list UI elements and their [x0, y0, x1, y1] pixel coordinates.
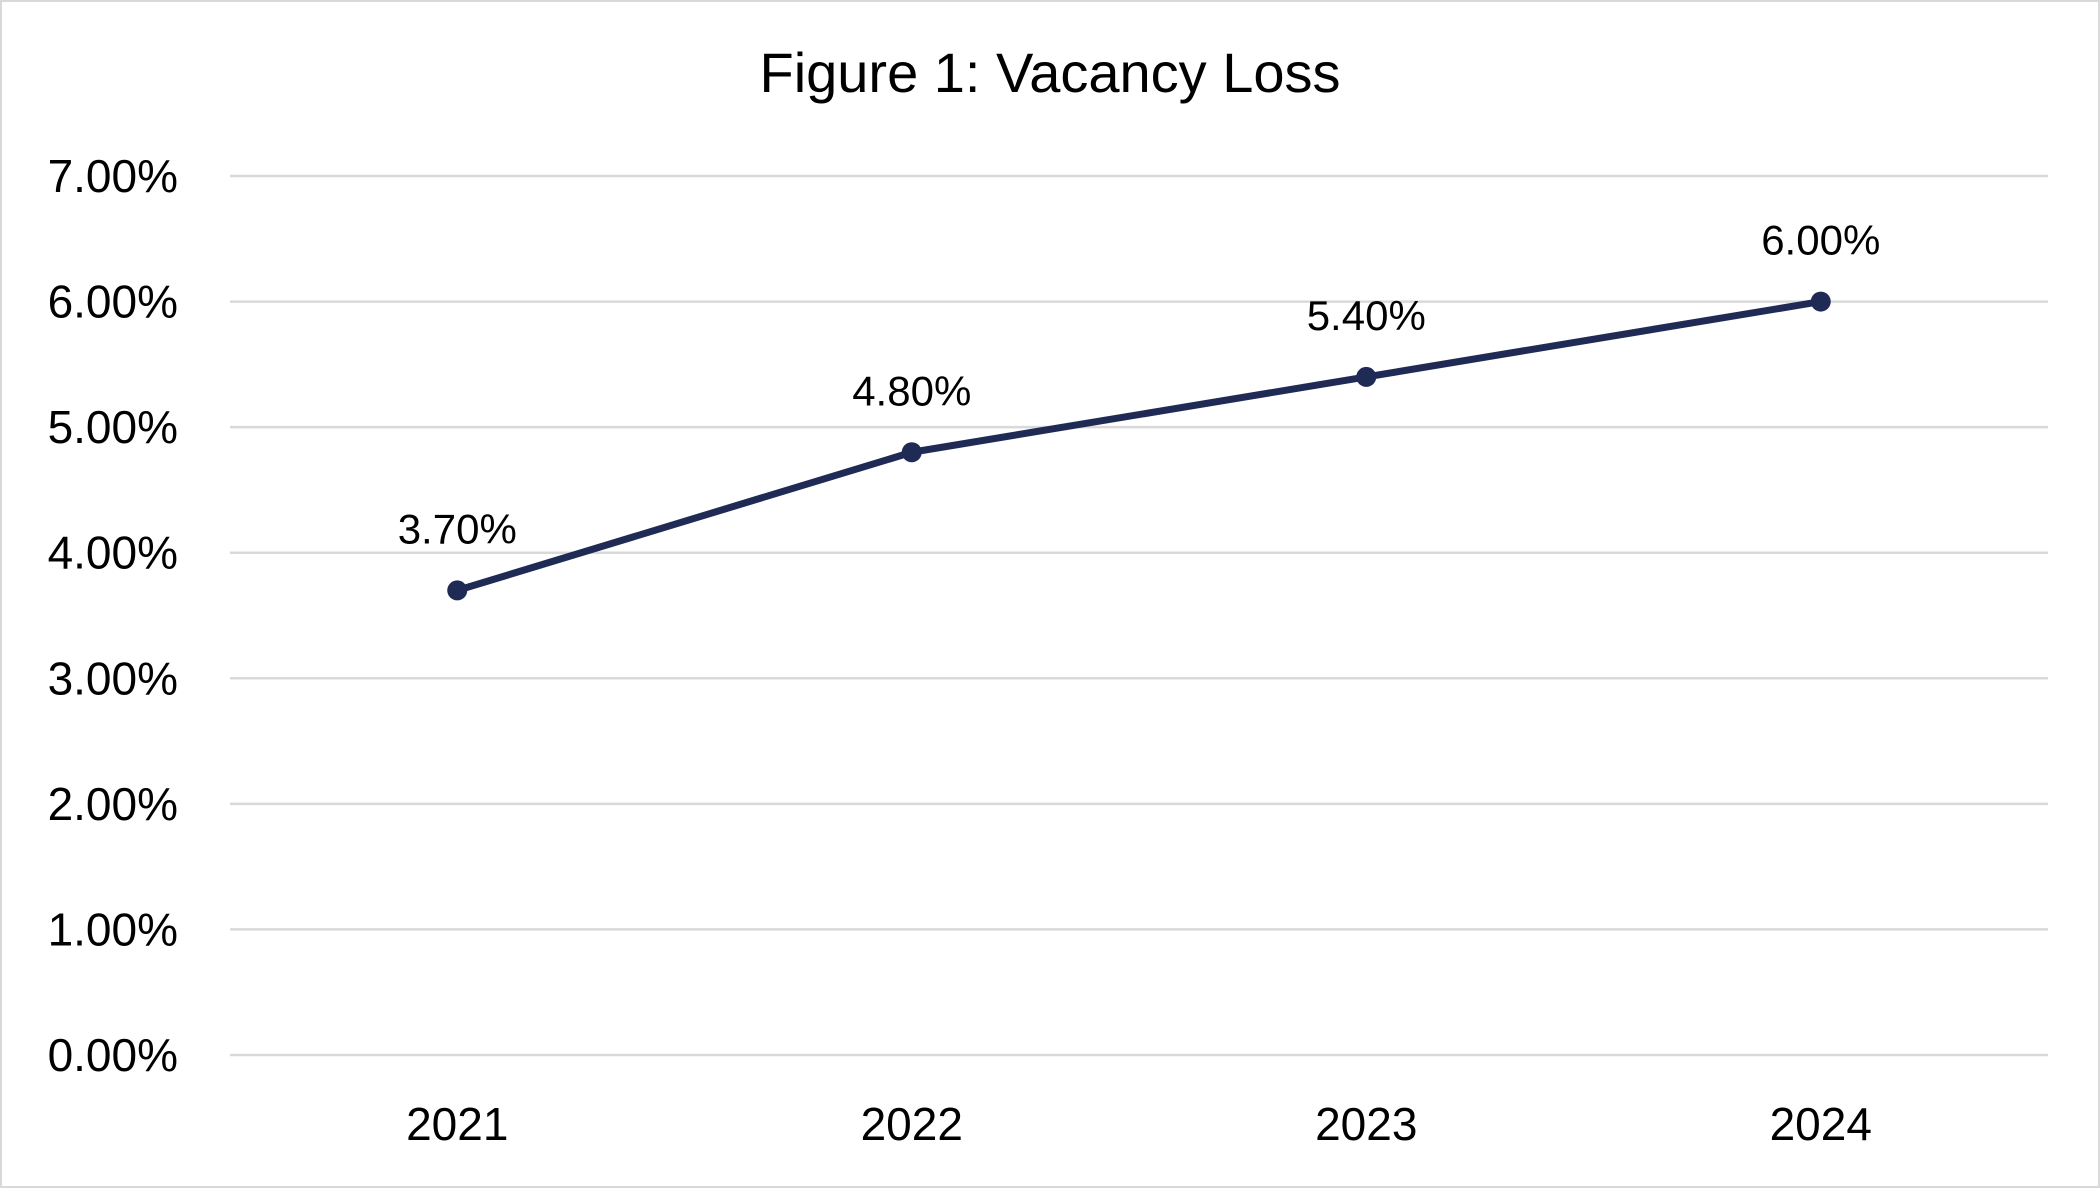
x-axis-ticks: 2021 2022 2023 2024 [406, 1098, 1872, 1150]
data-label: 3.70% [398, 505, 517, 552]
y-tick-label: 2.00% [48, 778, 178, 830]
x-tick-label: 2021 [406, 1098, 508, 1150]
y-tick-label: 4.00% [48, 527, 178, 579]
y-tick-label: 3.00% [48, 652, 178, 704]
chart-title: Figure 1: Vacancy Loss [759, 41, 1340, 104]
y-tick-label: 1.00% [48, 903, 178, 955]
data-point [447, 580, 468, 601]
y-tick-label: 0.00% [48, 1029, 178, 1081]
data-point [1356, 366, 1377, 387]
data-label: 6.00% [1761, 217, 1880, 264]
data-label: 4.80% [852, 367, 971, 414]
x-tick-label: 2024 [1770, 1098, 1872, 1150]
gridlines [230, 174, 2048, 1057]
data-point [1810, 291, 1831, 312]
data-label: 5.40% [1307, 292, 1426, 339]
series-layer [447, 291, 1831, 601]
data-labels: 3.70% 4.80% 5.40% 6.00% [398, 217, 1881, 553]
x-tick-label: 2022 [861, 1098, 963, 1150]
series-line [453, 298, 1825, 594]
y-tick-label: 7.00% [48, 150, 178, 202]
y-tick-label: 6.00% [48, 276, 178, 328]
data-point [901, 442, 922, 463]
y-axis-ticks: 0.00% 1.00% 2.00% 3.00% 4.00% 5.00% 6.00% 7.00% [48, 150, 178, 1081]
y-tick-label: 5.00% [48, 401, 178, 453]
x-tick-label: 2023 [1315, 1098, 1417, 1150]
